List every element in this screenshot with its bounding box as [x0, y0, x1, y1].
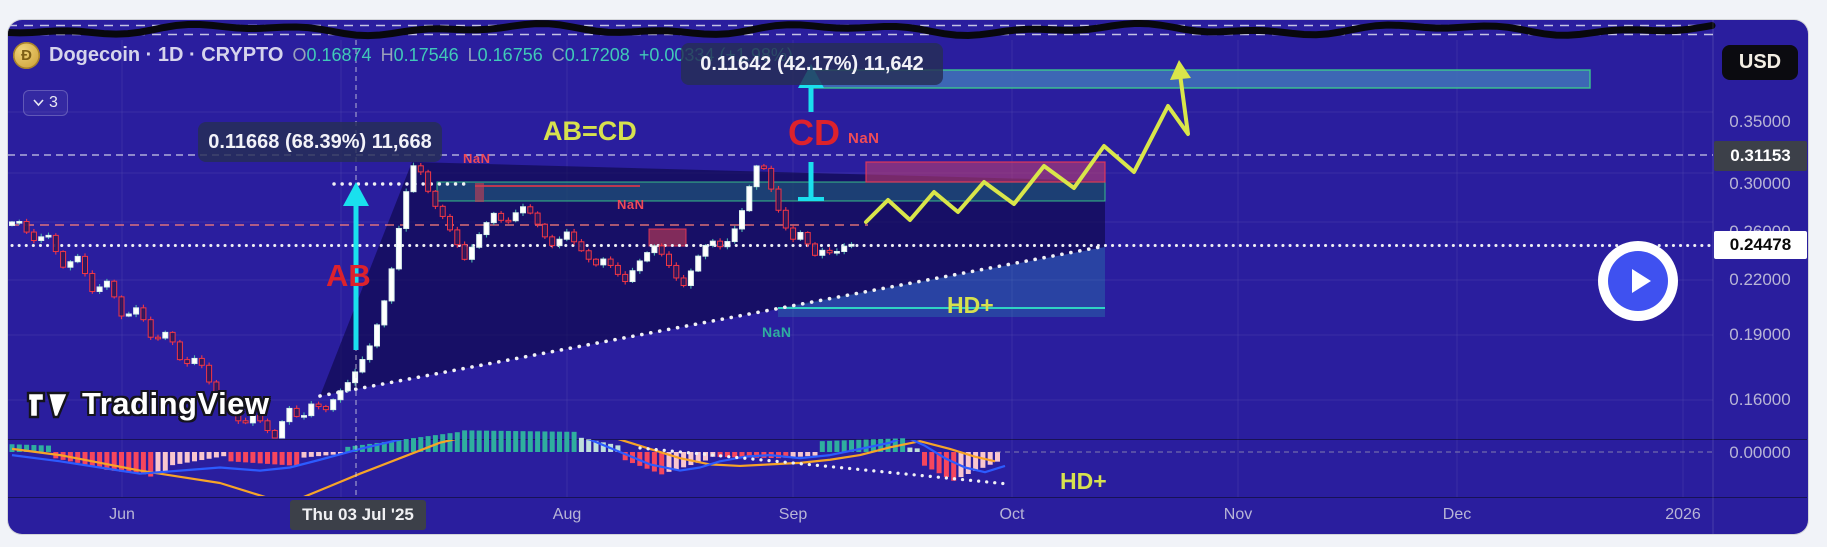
indicator-count-chip[interactable]: 3 — [23, 90, 68, 116]
ohlc-high: H0.17546 — [380, 45, 459, 65]
nan-label-1: NaN — [463, 151, 491, 166]
price-tick: 0.35000 — [1729, 112, 1791, 131]
nan-label-3: NaN — [848, 130, 880, 147]
time-tick: Nov — [1223, 506, 1253, 523]
nan-label-4: NaN — [762, 324, 792, 340]
zigzag-arrowhead — [1170, 60, 1191, 80]
chart-widget — [8, 20, 1808, 534]
fib-label-68[interactable]: 0.11668 (68.39%) 11,668 — [198, 122, 442, 162]
symbol-title[interactable]: Dogecoin · 1D · CRYPTO — [49, 44, 284, 66]
chart-canvas[interactable] — [8, 20, 1808, 534]
current-price-label: 0.24478 — [1714, 231, 1807, 259]
tradingview-wordmark: TradingView — [82, 386, 270, 421]
hd-plus-price-label[interactable]: HD+ — [947, 292, 994, 318]
time-tick: 2026 — [1665, 506, 1701, 523]
price-tick: 0.30000 — [1729, 174, 1791, 193]
tradingview-glyph-icon — [26, 391, 70, 419]
time-axis[interactable]: Jun Aug Sep Oct Nov Dec 2026 Thu 03 Jul … — [8, 497, 1713, 534]
abcd-label[interactable]: AB=CD — [543, 116, 637, 146]
price-tick: 0.16000 — [1729, 390, 1791, 409]
crosshair-date-label: Thu 03 Jul '25 — [290, 500, 426, 530]
ohlc-low: L0.16756 — [467, 45, 543, 65]
price-tick: 0.22000 — [1729, 270, 1791, 289]
macd-layer — [9, 430, 1713, 481]
ohlc-open: O0.16874 — [292, 45, 372, 65]
nan-label-2: NaN — [617, 197, 645, 212]
price-tick: 0.00000 — [1729, 443, 1791, 462]
fib-label-42[interactable]: 0.11642 (42.17%) 11,642 — [681, 43, 943, 85]
play-button[interactable] — [1598, 241, 1678, 321]
candles-layer — [9, 162, 855, 439]
crosshair-price-label: 0.31153 — [1714, 141, 1807, 171]
ab-label[interactable]: AB — [326, 258, 371, 293]
time-tick: Oct — [999, 506, 1025, 523]
price-tick: 0.19000 — [1729, 325, 1791, 344]
price-axis[interactable]: USD 0.35000 0.30000 0.26000 0.22000 0.19… — [1713, 20, 1808, 534]
indicator-count: 3 — [49, 94, 58, 111]
dogecoin-icon: Ð — [13, 42, 40, 69]
chevron-down-icon — [33, 99, 44, 107]
play-button-inner — [1608, 251, 1668, 311]
time-tick: Aug — [552, 506, 582, 523]
cd-label[interactable]: CD — [788, 112, 840, 153]
time-tick: Jun — [109, 506, 135, 523]
ohlc-close: C0.17208 — [551, 45, 630, 65]
hd-plus-macd-label[interactable]: HD+ — [1060, 468, 1107, 494]
tradingview-logo[interactable]: TradingView — [26, 386, 270, 422]
zigzag-projection — [864, 72, 1190, 224]
symbol-header[interactable]: Ð Dogecoin · 1D · CRYPTO O0.16874 H0.175… — [13, 42, 793, 69]
play-icon — [1631, 269, 1651, 293]
time-tick: Sep — [778, 506, 808, 523]
currency-toggle[interactable]: USD — [1722, 45, 1798, 80]
time-tick: Dec — [1442, 506, 1472, 523]
